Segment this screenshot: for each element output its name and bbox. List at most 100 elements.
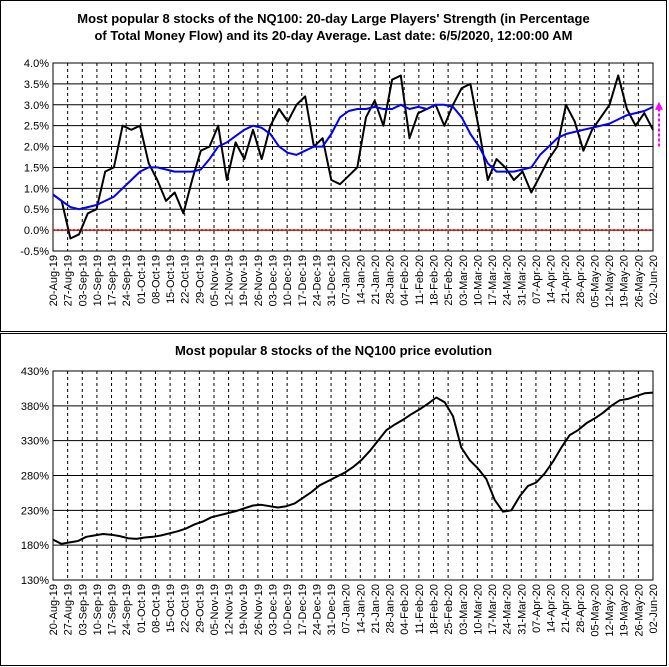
x-tick-label: 28-Apr-20 xyxy=(575,255,587,304)
x-tick-label: 19-May-20 xyxy=(619,584,631,637)
x-tick-label: 29-Oct-19 xyxy=(194,584,206,633)
x-tick-label: 10-Mar-20 xyxy=(472,255,484,306)
y-tick-label: 3.5% xyxy=(24,79,49,91)
x-tick-label: 12-May-20 xyxy=(604,584,616,637)
x-tick-label: 18-Feb-20 xyxy=(428,255,440,306)
x-tick-label: 02-Jun-20 xyxy=(648,255,660,305)
x-tick-label: 19-Nov-19 xyxy=(238,584,250,635)
x-tick-label: 10-Dec-19 xyxy=(282,584,294,635)
x-tick-label: 26-May-20 xyxy=(633,255,645,308)
x-tick-label: 24-Mar-20 xyxy=(502,255,514,306)
x-tick-label: 27-Aug-19 xyxy=(63,255,75,306)
y-tick-label: 1.5% xyxy=(24,162,49,174)
x-tick-label: 21-Jan-20 xyxy=(370,255,382,305)
x-tick-label: 28-Jan-20 xyxy=(385,584,397,634)
x-tick-label: 21-Apr-20 xyxy=(560,255,572,304)
x-tick-label: 04-Feb-20 xyxy=(399,255,411,306)
price-chart-title: Most popular 8 stocks of the NQ100 price… xyxy=(174,343,493,358)
x-tick-label: 24-Dec-19 xyxy=(311,255,323,306)
x-tick-label: 08-Oct-19 xyxy=(150,255,162,304)
x-tick-label: 10-Sep-19 xyxy=(92,584,104,635)
x-tick-label: 21-Jan-20 xyxy=(370,584,382,634)
y-tick-label: 4.0% xyxy=(24,58,49,70)
x-tick-label: 10-Mar-20 xyxy=(472,584,484,635)
x-tick-label: 12-Nov-19 xyxy=(224,255,236,306)
x-tick-label: 19-Nov-19 xyxy=(238,255,250,306)
y-tick-label: 430% xyxy=(21,366,49,378)
x-tick-label: 07-Apr-20 xyxy=(531,584,543,633)
x-tick-label: 17-Sep-19 xyxy=(107,584,119,635)
x-tick-label: 27-Aug-19 xyxy=(63,584,75,635)
y-tick-label: 1.0% xyxy=(24,183,49,195)
x-tick-label: 03-Dec-19 xyxy=(268,584,280,635)
x-tick-label: 22-Oct-19 xyxy=(180,255,192,304)
strength-chart-svg: 4.0% 3.5% 3.0% 2.5% 2.0% 1.5% 1.0% 0.5% 0.0% -0.5… xyxy=(20,58,663,308)
x-tick-label: 20-Aug-19 xyxy=(48,584,60,635)
x-tick-label: 24-Mar-20 xyxy=(502,584,514,635)
x-tick-label: 25-Feb-20 xyxy=(443,255,455,306)
x-tick-label: 21-Apr-20 xyxy=(560,584,572,633)
y-tick-label: 3.0% xyxy=(24,100,49,112)
x-tick-label: 01-Oct-19 xyxy=(136,584,148,633)
plot-area-frame xyxy=(52,62,654,252)
x-tick-label: 03-Sep-19 xyxy=(77,584,89,635)
x-tick-label: 14-Jan-20 xyxy=(355,584,367,634)
x-tick-label: 04-Feb-20 xyxy=(399,584,411,635)
x-tick-label: 31-Mar-20 xyxy=(516,255,528,306)
x-tick-label: 14-Apr-20 xyxy=(546,584,558,633)
x-tick-label: 26-May-20 xyxy=(633,584,645,637)
x-tick-label: 05-May-20 xyxy=(589,255,601,308)
y-tick-label: 130% xyxy=(21,575,49,587)
x-tick-label: 29-Oct-19 xyxy=(194,255,206,304)
y-tick-label: 380% xyxy=(21,401,49,413)
strength-chart-title-line1: Most popular 8 stocks of the NQ100: 20-d… xyxy=(77,11,590,26)
strength-chart-panel: Most popular 8 stocks of the NQ100: 20-d… xyxy=(0,0,667,332)
x-tick-label: 17-Mar-20 xyxy=(487,255,499,306)
x-tick-label: 12-May-20 xyxy=(604,255,616,308)
x-tick-label: 10-Sep-19 xyxy=(92,255,104,306)
x-tick-label: 05-May-20 xyxy=(589,584,601,637)
x-tick-label: 03-Mar-20 xyxy=(458,584,470,635)
x-tick-label: 02-Jun-20 xyxy=(648,584,660,634)
x-tick-label: 03-Sep-19 xyxy=(77,255,89,306)
x-tick-label: 31-Mar-20 xyxy=(516,584,528,635)
y-tick-label: -0.5% xyxy=(20,246,49,258)
y-tick-label: 330% xyxy=(21,436,49,448)
y-tick-label: 2.0% xyxy=(24,142,49,154)
price-series-line xyxy=(52,391,654,545)
x-tick-label: 26-Nov-19 xyxy=(253,584,265,635)
x-tick-label: 15-Oct-19 xyxy=(165,584,177,633)
x-tick-label: 12-Nov-19 xyxy=(224,584,236,635)
x-tick-label: 07-Jan-20 xyxy=(341,584,353,634)
x-tick-label: 22-Oct-19 xyxy=(180,584,192,633)
x-tick-label: 25-Feb-20 xyxy=(443,584,455,635)
trend-arrow-head xyxy=(655,101,663,110)
y-tick-label: 280% xyxy=(21,471,49,483)
x-tick-label: 20-Aug-19 xyxy=(48,255,60,306)
x-tick-label: 08-Oct-19 xyxy=(150,584,162,633)
x-tick-label: 24-Sep-19 xyxy=(121,255,133,306)
strength-series-line xyxy=(52,74,654,240)
x-tick-label: 11-Feb-20 xyxy=(414,584,426,634)
price-chart-svg: 430% 380% 330% 280% 230% 180% 130%20-Aug-19 27-… xyxy=(21,366,660,637)
x-tick-label: 24-Dec-19 xyxy=(311,584,323,635)
x-tick-label: 26-Nov-19 xyxy=(253,255,265,306)
x-tick-label: 31-Dec-19 xyxy=(326,584,338,635)
x-tick-label: 24-Sep-19 xyxy=(121,584,133,635)
x-tick-label: 17-Dec-19 xyxy=(297,255,309,306)
y-tick-label: 0.5% xyxy=(24,204,49,216)
y-tick-label: 180% xyxy=(21,540,49,552)
x-tick-label: 17-Sep-19 xyxy=(107,255,119,306)
x-tick-label: 14-Apr-20 xyxy=(546,255,558,304)
x-tick-label: 11-Feb-20 xyxy=(414,255,426,305)
x-tick-label: 17-Dec-19 xyxy=(297,584,309,635)
x-tick-label: 03-Mar-20 xyxy=(458,255,470,306)
x-tick-label: 28-Jan-20 xyxy=(385,255,397,305)
x-tick-label: 14-Jan-20 xyxy=(355,255,367,305)
average-series-line xyxy=(52,103,654,211)
x-tick-label: 17-Mar-20 xyxy=(487,584,499,635)
x-tick-label: 28-Apr-20 xyxy=(575,584,587,633)
strength-chart-title-line2: of Total Money Flow) and its 20-day Aver… xyxy=(94,28,573,43)
x-tick-label: 03-Dec-19 xyxy=(268,255,280,306)
x-tick-label: 05-Nov-19 xyxy=(209,255,221,306)
